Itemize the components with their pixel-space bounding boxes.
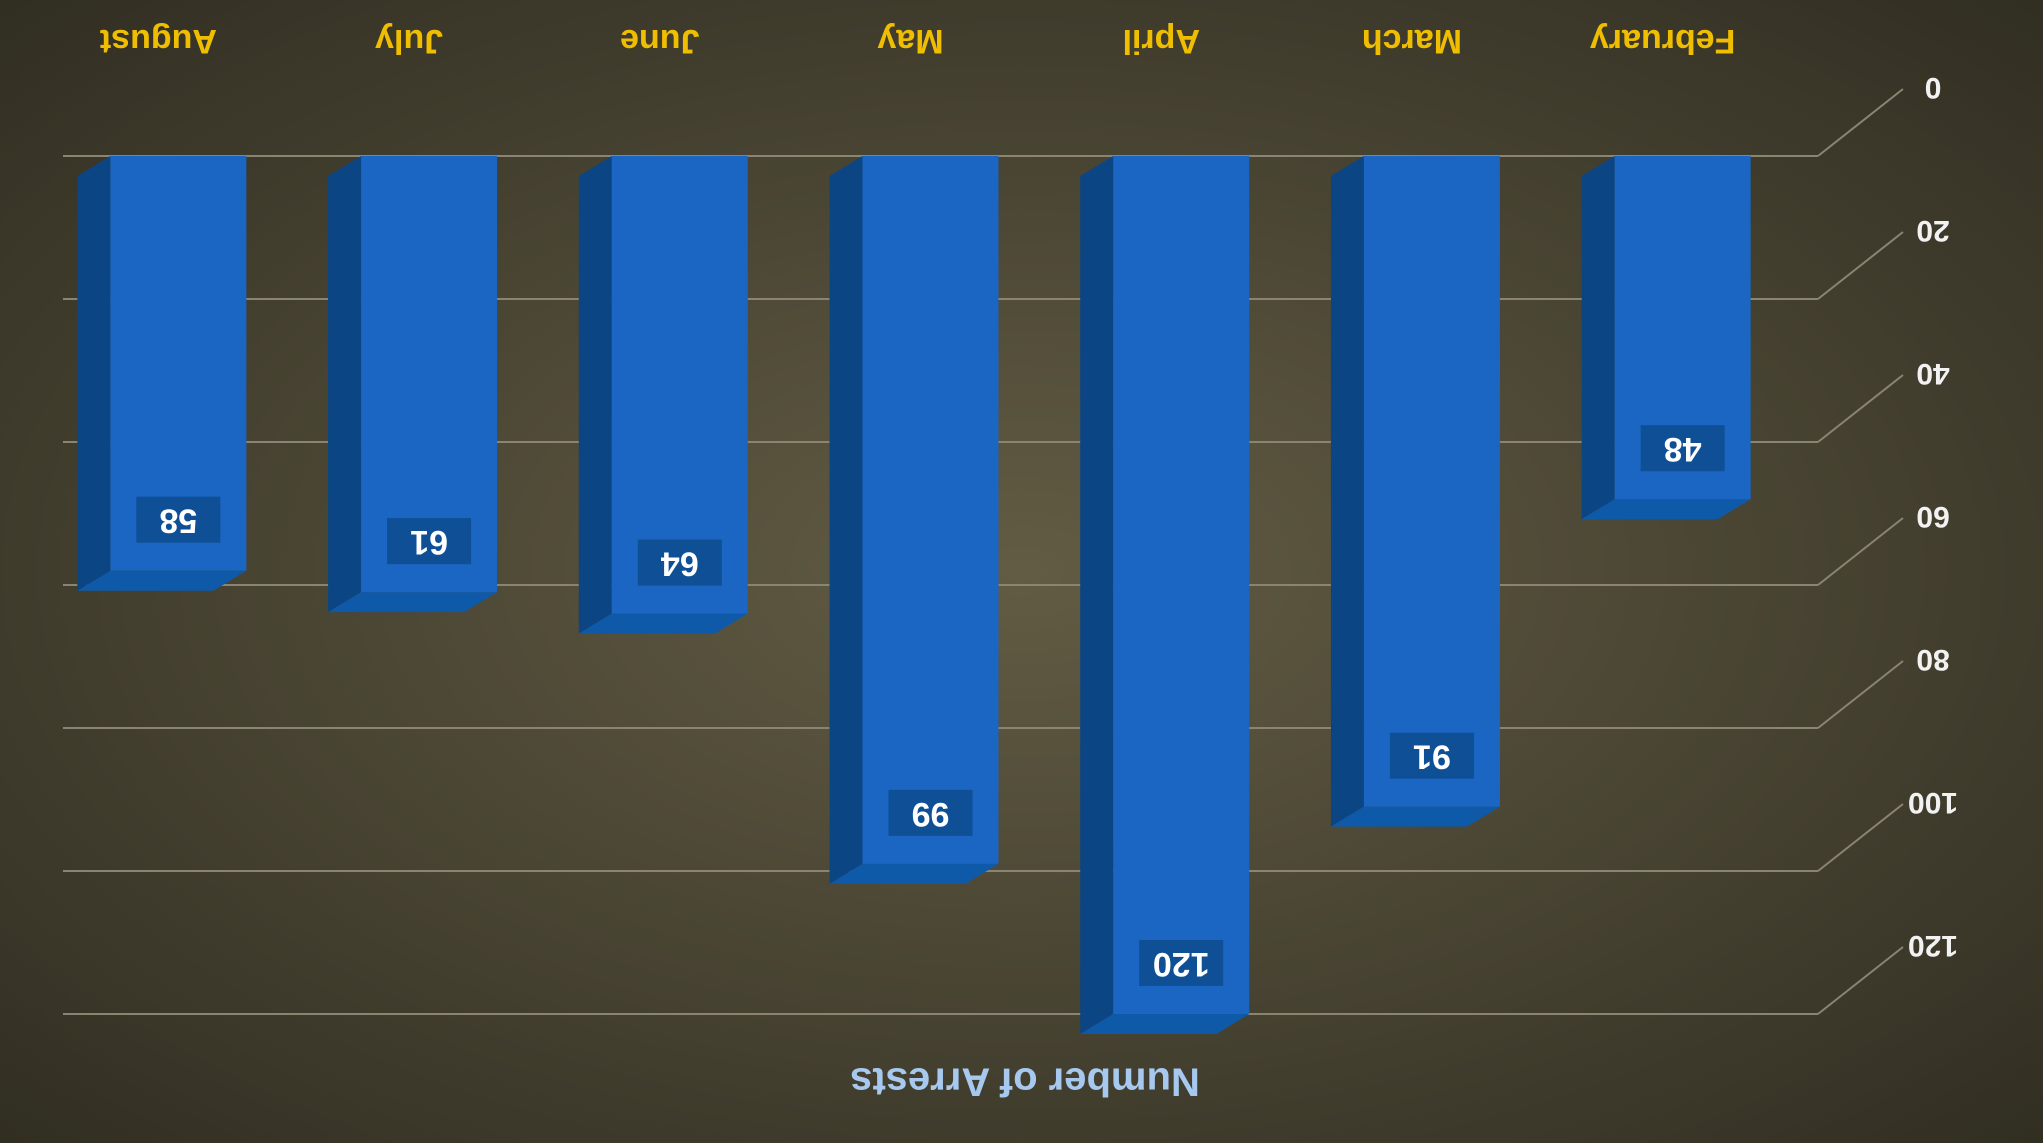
bar-side xyxy=(1330,156,1364,827)
bar-cap xyxy=(328,592,498,613)
y-axis-title: Number of Arrests xyxy=(850,1059,1200,1103)
bar xyxy=(611,156,748,614)
value-label: 61 xyxy=(410,523,448,561)
value-label-box xyxy=(1640,425,1725,472)
bar xyxy=(1113,156,1250,1014)
grid-depth-line xyxy=(1817,660,1904,729)
x-tick-label: July xyxy=(375,22,443,60)
value-label: 64 xyxy=(661,545,699,583)
bar-side xyxy=(77,156,111,591)
x-tick-label: August xyxy=(100,22,217,60)
y-tick-label: 100 xyxy=(1908,786,1958,819)
bar-side xyxy=(1581,156,1615,520)
x-tick-label: April xyxy=(1122,22,1199,60)
y-tick-label: 20 xyxy=(1916,214,1949,247)
value-label-box xyxy=(637,539,722,586)
grid-depth-line xyxy=(1817,946,1904,1015)
bar-side xyxy=(578,156,612,634)
value-label-box xyxy=(387,518,472,565)
bar-side xyxy=(1080,156,1114,1034)
value-label: 99 xyxy=(912,795,950,833)
value-label-box xyxy=(1139,940,1224,986)
x-tick-label: May xyxy=(877,22,943,60)
y-tick-label: 40 xyxy=(1916,357,1949,390)
grid-depth-line xyxy=(1817,88,1904,157)
x-tick-label: March xyxy=(1362,22,1462,60)
grid-depth-line xyxy=(1817,374,1904,443)
value-label-box xyxy=(1389,732,1474,779)
y-tick-label: 80 xyxy=(1916,643,1949,676)
bar-cap xyxy=(1080,1014,1250,1034)
bar-side xyxy=(328,156,362,613)
value-label-box xyxy=(136,496,221,543)
plot: Number of Arrests 0 20 40 60 80 100 120 Februar… xyxy=(63,22,1958,1103)
x-tick-label: June xyxy=(620,22,699,60)
bar-side xyxy=(829,156,863,884)
y-tick-label: 0 xyxy=(1925,71,1942,104)
bar-cap xyxy=(1581,499,1751,520)
bar-cap xyxy=(77,570,247,591)
grid-depth-line xyxy=(1817,517,1904,586)
x-tick-label: February xyxy=(1590,22,1736,60)
y-tick-label: 120 xyxy=(1908,929,1958,962)
bar xyxy=(862,156,999,864)
value-label: 58 xyxy=(159,502,197,540)
grid-depth-line xyxy=(1817,803,1904,872)
grid-depth-line xyxy=(1817,231,1904,300)
value-label: 48 xyxy=(1664,430,1702,468)
value-label: 91 xyxy=(1413,738,1451,776)
bar-cap xyxy=(578,613,748,634)
bar xyxy=(1363,156,1500,807)
value-label-box xyxy=(888,789,973,836)
value-label: 120 xyxy=(1153,945,1210,983)
bar-cap xyxy=(1330,806,1500,827)
bar-cap xyxy=(829,863,999,884)
y-tick-label: 60 xyxy=(1916,500,1949,533)
